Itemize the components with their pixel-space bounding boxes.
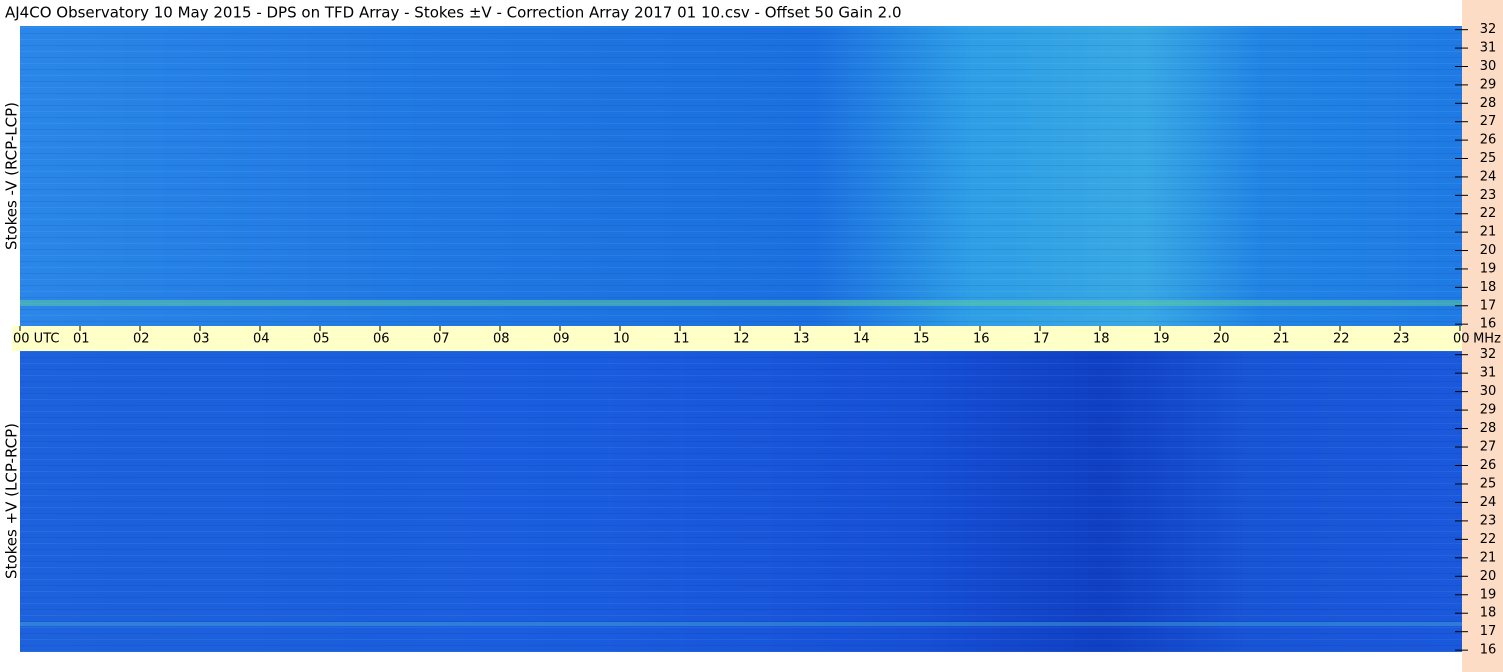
band-feature <box>20 300 1462 306</box>
x-tick-label: 11 <box>673 332 690 347</box>
y-tick-label: 32 <box>1480 22 1497 37</box>
y-tick-label: 20 <box>1480 569 1497 584</box>
panel-label: Stokes +V (LCP-RCP) <box>3 423 21 579</box>
frequency-strip <box>1462 0 1503 672</box>
band-feature <box>20 622 1462 626</box>
y-tick-label: 24 <box>1480 495 1497 510</box>
x-tick-label: 10 <box>613 332 630 347</box>
y-tick-label: 18 <box>1480 606 1497 621</box>
y-tick-label: 29 <box>1480 77 1497 92</box>
x-tick-label: 23 <box>1393 332 1410 347</box>
x-tick-label: 00 UTC <box>13 332 59 347</box>
y-unit: MHz <box>1473 332 1501 347</box>
y-tick-label: 17 <box>1480 624 1497 639</box>
y-tick-label: 23 <box>1480 513 1497 528</box>
x-tick-label: 07 <box>433 332 450 347</box>
x-tick-label: 00 <box>1453 332 1470 347</box>
panel-label: Stokes -V (RCP-LCP) <box>3 102 21 250</box>
x-tick-label: 22 <box>1333 332 1350 347</box>
y-tick-label: 20 <box>1480 243 1497 258</box>
x-tick-label: 19 <box>1153 332 1170 347</box>
x-tick-label: 05 <box>313 332 330 347</box>
y-tick-label: 21 <box>1480 225 1497 240</box>
x-tick-label: 16 <box>973 332 990 347</box>
y-tick-label: 31 <box>1480 41 1497 56</box>
x-tick-label: 09 <box>553 332 570 347</box>
y-tick-label: 26 <box>1480 458 1497 473</box>
y-tick-label: 21 <box>1480 550 1497 565</box>
y-tick-label: 25 <box>1480 476 1497 491</box>
x-tick-label: 13 <box>793 332 810 347</box>
y-tick-label: 30 <box>1480 59 1497 74</box>
spectrogram-texture <box>20 26 1462 326</box>
y-tick-label: 22 <box>1480 206 1497 221</box>
x-tick-label: 20 <box>1213 332 1230 347</box>
y-tick-label: 27 <box>1480 440 1497 455</box>
y-tick-label: 16 <box>1480 317 1497 332</box>
y-tick-label: 26 <box>1480 133 1497 148</box>
y-tick-label: 31 <box>1480 366 1497 381</box>
y-tick-label: 25 <box>1480 151 1497 166</box>
y-tick-label: 28 <box>1480 421 1497 436</box>
y-tick-label: 17 <box>1480 298 1497 313</box>
y-tick-label: 16 <box>1480 643 1497 658</box>
x-tick-label: 04 <box>253 332 270 347</box>
y-tick-label: 23 <box>1480 188 1497 203</box>
y-tick-label: 28 <box>1480 96 1497 111</box>
x-tick-label: 14 <box>853 332 870 347</box>
y-tick-label: 18 <box>1480 280 1497 295</box>
x-tick-label: 01 <box>73 332 90 347</box>
x-tick-label: 17 <box>1033 332 1050 347</box>
x-tick-label: 08 <box>493 332 510 347</box>
x-tick-label: 06 <box>373 332 390 347</box>
spectrogram-texture <box>20 351 1462 652</box>
y-tick-label: 27 <box>1480 114 1497 129</box>
y-tick-label: 19 <box>1480 587 1497 602</box>
y-tick-label: 32 <box>1480 347 1497 362</box>
chart-title: AJ4CO Observatory 10 May 2015 - DPS on T… <box>5 4 902 22</box>
x-tick-label: 18 <box>1093 332 1110 347</box>
x-tick-label: 02 <box>133 332 150 347</box>
y-tick-label: 24 <box>1480 169 1497 184</box>
x-tick-label: 12 <box>733 332 750 347</box>
y-tick-label: 22 <box>1480 532 1497 547</box>
y-tick-label: 19 <box>1480 261 1497 276</box>
x-tick-label: 21 <box>1273 332 1290 347</box>
y-tick-label: 29 <box>1480 403 1497 418</box>
x-tick-label: 15 <box>913 332 930 347</box>
x-tick-label: 03 <box>193 332 210 347</box>
y-tick-label: 30 <box>1480 384 1497 399</box>
